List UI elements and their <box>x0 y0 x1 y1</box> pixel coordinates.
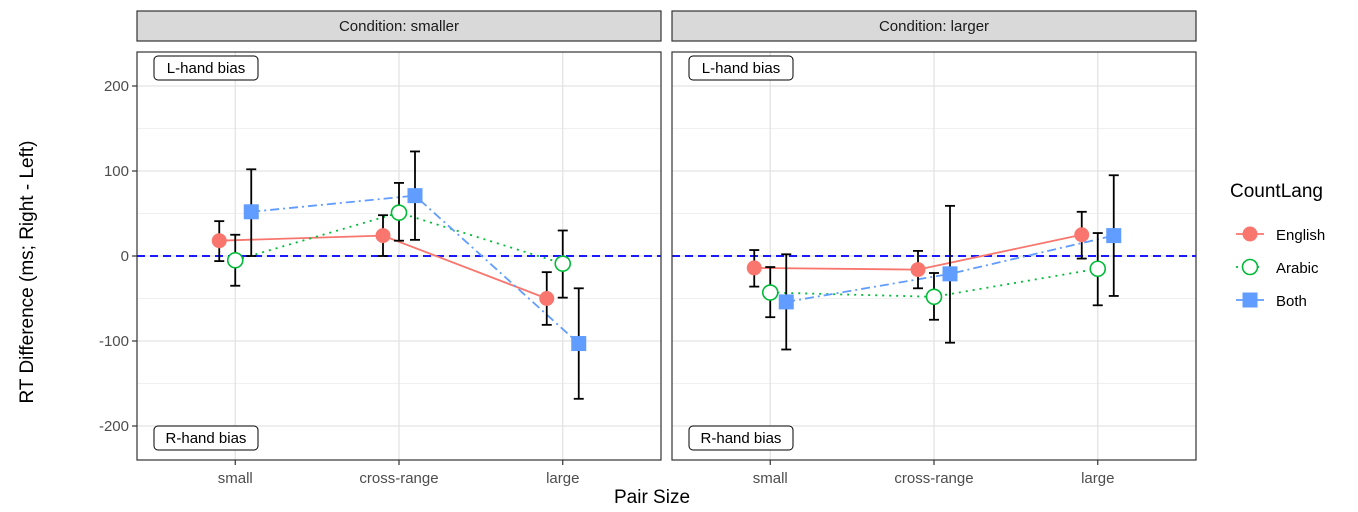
data-point-both <box>1106 228 1122 244</box>
data-point-arabic <box>226 251 244 269</box>
y-tick-label: -100 <box>99 333 129 350</box>
annotation-r-hand-bias: R-hand bias <box>153 425 259 451</box>
data-point-english <box>910 262 926 278</box>
data-point-both <box>778 294 794 310</box>
data-point-both <box>407 188 423 204</box>
legend-key-marker <box>1241 258 1259 276</box>
x-tick-label: large <box>1081 470 1114 487</box>
strip-label: Condition: smaller <box>339 18 459 35</box>
data-point-both <box>942 266 958 282</box>
y-axis-title: RT Difference (ms; Right - Left) <box>17 141 38 404</box>
y-tick-label: -200 <box>99 418 129 435</box>
x-tick-label: small <box>753 470 788 487</box>
annotation-l-hand-bias: L-hand bias <box>688 55 794 81</box>
data-point-arabic <box>925 288 943 306</box>
data-point-english <box>746 260 762 276</box>
legend-key-arabic <box>1236 258 1264 276</box>
data-point-arabic <box>390 204 408 221</box>
data-point-arabic <box>761 284 779 301</box>
annotation-r-hand-bias: R-hand bias <box>688 425 794 451</box>
strip-label: Condition: larger <box>879 18 989 35</box>
legend-label-both: Both <box>1276 293 1307 310</box>
series-line-arabic <box>770 267 1098 298</box>
annotation-box <box>688 55 794 81</box>
legend-label-arabic: Arabic <box>1276 260 1319 277</box>
data-point-english <box>1074 227 1090 243</box>
x-axis-title: Pair Size <box>614 487 690 508</box>
x-tick-label: cross-range <box>359 470 438 487</box>
y-tick-label: 0 <box>121 248 129 265</box>
y-tick-label: 100 <box>104 163 129 180</box>
legend-key-both <box>1236 292 1264 308</box>
y-tick-label: 200 <box>104 78 129 95</box>
legend-title: CountLang <box>1230 181 1323 202</box>
panel-smaller: L-hand bias R-hand bias Condition: smaller… <box>136 10 662 487</box>
data-point-both <box>243 204 259 220</box>
strip-background <box>136 10 662 42</box>
legend-key-english <box>1236 226 1264 242</box>
data-point-arabic <box>554 255 572 272</box>
x-tick-label: large <box>546 470 579 487</box>
legend-label-english: English <box>1276 227 1325 244</box>
legend-keys <box>1236 226 1264 308</box>
series-line-both <box>251 194 580 345</box>
annotation-l-hand-bias: L-hand bias <box>153 55 259 81</box>
data-point-both <box>571 336 587 352</box>
panel-larger: L-hand bias R-hand bias Condition: larger s… <box>671 10 1197 487</box>
x-tick-label: cross-range <box>894 470 973 487</box>
annotation-label: L-hand bias <box>702 60 780 77</box>
series-line-arabic <box>234 211 564 265</box>
annotation-box <box>153 425 259 451</box>
strip-background <box>671 10 1197 42</box>
data-point-arabic <box>1089 260 1107 278</box>
annotation-box <box>153 55 259 81</box>
legend-key-marker <box>1242 292 1258 308</box>
data-point-english <box>211 233 227 249</box>
plot-layer: L-hand bias R-hand bias Condition: smaller… <box>99 10 1197 487</box>
annotation-box <box>688 425 794 451</box>
legend: CountLang English Arabic Both <box>1230 181 1325 310</box>
data-point-english <box>375 228 391 244</box>
annotation-label: R-hand bias <box>166 430 247 447</box>
x-tick-label: small <box>218 470 253 487</box>
annotation-label: R-hand bias <box>701 430 782 447</box>
annotation-label: L-hand bias <box>167 60 245 77</box>
data-point-english <box>539 291 555 306</box>
legend-key-marker <box>1242 226 1258 242</box>
